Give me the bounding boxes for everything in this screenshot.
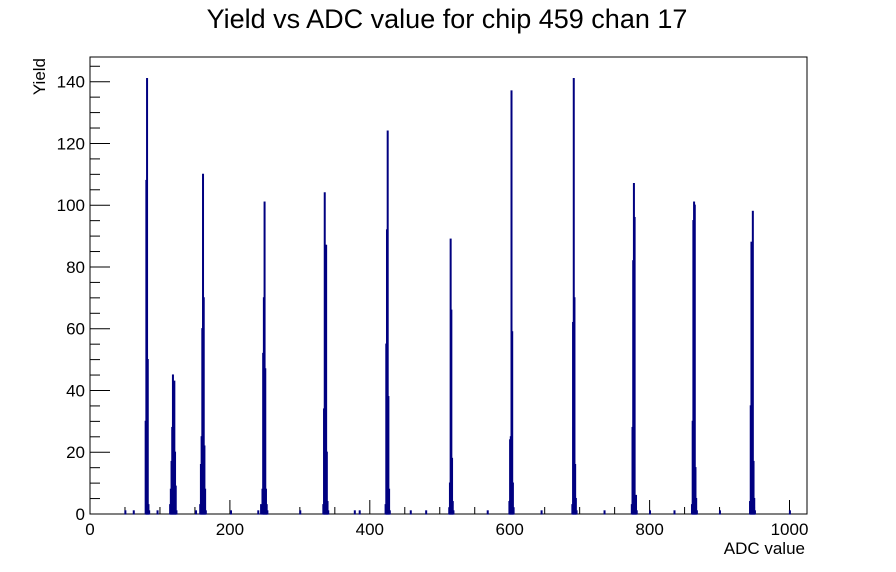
histogram-bin <box>299 510 302 515</box>
histogram-bin <box>788 510 791 515</box>
y-tick-label: 40 <box>66 381 85 400</box>
chart-title: Yield vs ADC value for chip 459 chan 17 <box>207 4 688 34</box>
histogram-bin <box>132 510 135 515</box>
histogram-bin <box>575 510 578 515</box>
histogram-bin <box>156 510 159 515</box>
histogram-bin <box>753 510 756 515</box>
histogram-bin <box>353 510 356 515</box>
histogram-bin <box>452 510 455 515</box>
x-tick-label: 400 <box>356 520 384 539</box>
y-tick-label: 0 <box>76 505 85 524</box>
histogram-bin <box>512 507 515 515</box>
histogram-bin <box>409 510 412 515</box>
y-tick-label: 60 <box>66 320 85 339</box>
y-tick-label: 80 <box>66 258 85 277</box>
histogram-bin <box>695 510 698 515</box>
histogram-bin <box>540 510 543 515</box>
x-tick-label: 0 <box>85 520 94 539</box>
histogram-bin <box>649 510 652 515</box>
x-tick-label: 600 <box>496 520 524 539</box>
histogram-bin <box>358 510 361 515</box>
histogram-bin <box>257 510 260 515</box>
histogram-bin <box>486 510 489 515</box>
y-tick-label: 100 <box>57 196 85 215</box>
histogram-bin <box>718 510 721 515</box>
x-tick-label: 1000 <box>771 520 809 539</box>
histogram-bin <box>204 510 207 515</box>
histogram-bin <box>148 510 151 515</box>
histogram-bin <box>204 488 207 515</box>
histogram-bin <box>174 485 177 515</box>
histogram-bin <box>388 488 391 515</box>
histogram-bin <box>260 504 263 515</box>
histogram-bin <box>175 510 178 515</box>
x-tick-label: 200 <box>216 520 244 539</box>
histogram-bin <box>603 510 606 515</box>
histogram-bin <box>327 510 330 515</box>
histogram-bin <box>673 510 676 515</box>
y-tick-label: 120 <box>57 134 85 153</box>
y-tick-label: 20 <box>66 443 85 462</box>
histogram-bin <box>124 510 127 515</box>
histogram-bin <box>633 216 636 515</box>
histogram-bin <box>195 510 198 515</box>
histogram-bin <box>388 510 391 515</box>
y-axis-label: Yield <box>30 58 49 95</box>
x-tick-label: 800 <box>635 520 663 539</box>
histogram-bin <box>425 510 428 515</box>
histogram-bin <box>230 510 233 515</box>
plot-area: 0 200 400 600 800 1000 0 20 40 60 80 100 120 140 <box>57 56 809 539</box>
histogram-bin <box>266 510 269 515</box>
x-axis-label: ADC value <box>724 539 805 558</box>
histogram-bin <box>635 510 638 515</box>
y-tick-label: 140 <box>57 73 85 92</box>
histogram-bin <box>146 359 149 515</box>
